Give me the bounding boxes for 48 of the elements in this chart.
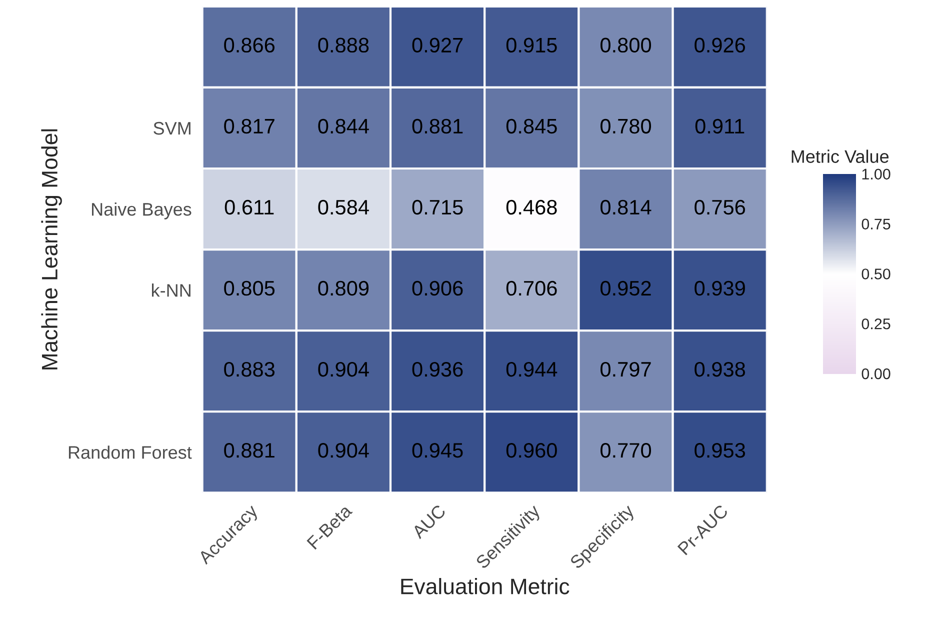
y-tick-label: SVM — [154, 122, 190, 135]
data-label: 0.883 — [224, 362, 275, 377]
data-label: 0.904 — [318, 442, 369, 458]
data-label: 0.938 — [694, 362, 746, 377]
data-label: 0.611 — [224, 200, 274, 215]
data-label: 0.584 — [318, 200, 369, 215]
color-bar-label: 0.00 — [862, 368, 890, 380]
data-label: 0.881 — [412, 118, 463, 134]
y-tick-label: k-NN — [152, 284, 190, 297]
data-label: 0.866 — [224, 38, 275, 53]
data-label: 0.939 — [694, 280, 745, 296]
data-label: 0.945 — [412, 442, 463, 458]
color-bar-label: 1.00 — [862, 168, 890, 180]
color-bar-label: 0.75 — [862, 218, 890, 230]
data-label: 0.960 — [506, 442, 557, 458]
data-label: 0.809 — [318, 280, 369, 296]
color-bar-title: Metric Value — [792, 150, 889, 163]
data-label: 0.780 — [600, 118, 652, 134]
data-label: 0.845 — [506, 118, 557, 134]
data-label: 0.800 — [600, 38, 652, 53]
data-label: 0.906 — [412, 280, 463, 296]
data-label: 0.756 — [694, 200, 746, 215]
data-label: 0.926 — [694, 38, 746, 53]
data-label: 0.881 — [224, 442, 274, 458]
color-bar-label: 0.25 — [862, 318, 890, 330]
data-label: 0.715 — [412, 200, 463, 215]
y-axis-title: Machine Learning Model — [41, 129, 62, 370]
data-label: 0.770 — [600, 442, 652, 458]
data-label: 0.944 — [506, 362, 558, 377]
data-label: 0.814 — [600, 200, 652, 215]
data-label: 0.706 — [506, 280, 557, 296]
data-label: 0.936 — [412, 362, 463, 377]
data-label: 0.844 — [318, 118, 369, 134]
data-label: 0.911 — [695, 118, 744, 134]
data-label: 0.904 — [318, 362, 369, 377]
data-label: 0.952 — [600, 280, 651, 296]
data-label: 0.927 — [412, 38, 463, 53]
data-label: 0.953 — [694, 442, 746, 458]
y-tick-label: Naive Bayes — [92, 202, 192, 220]
x-axis-title: Evaluation Metric — [401, 578, 570, 594]
y-tick-label: Random Forest — [68, 446, 192, 459]
color-bar-label: 0.50 — [862, 268, 890, 280]
data-label: 0.797 — [600, 362, 651, 377]
data-label: 0.805 — [224, 280, 275, 296]
data-label: 0.817 — [224, 118, 274, 134]
data-label: 0.468 — [506, 200, 557, 215]
data-label: 0.888 — [318, 38, 369, 53]
data-label: 0.915 — [506, 38, 557, 53]
